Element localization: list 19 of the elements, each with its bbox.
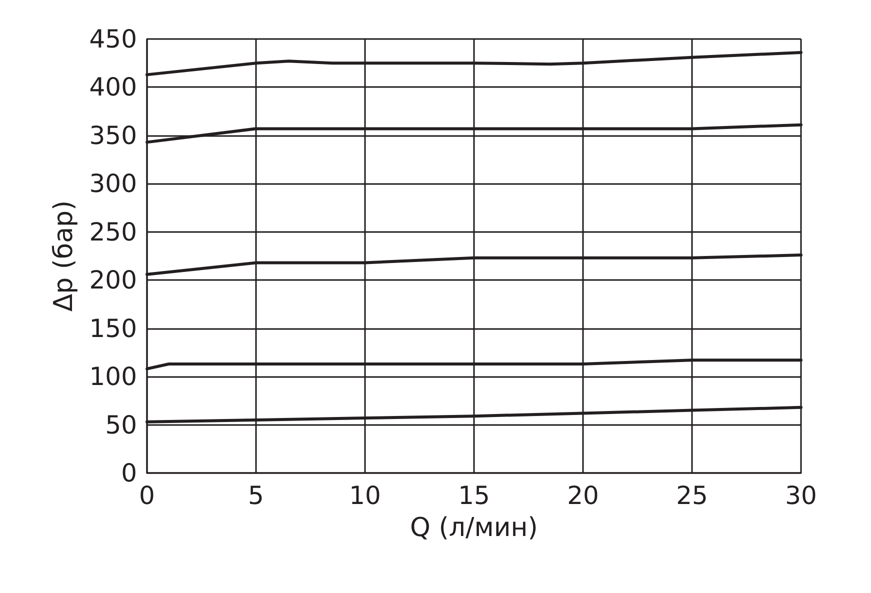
y-axis-title: Δp (бар)	[49, 200, 79, 312]
x-tick-label: 5	[248, 481, 264, 510]
y-tick-label: 0	[121, 458, 137, 488]
y-tick-label: 150	[89, 314, 137, 343]
y-tick-label: 100	[89, 362, 137, 392]
y-tick-label: 200	[89, 266, 137, 295]
y-tick-label: 400	[89, 72, 137, 102]
x-tick-label: 25	[676, 481, 708, 510]
y-tick-label: 350	[89, 120, 137, 150]
x-tick-label: 30	[785, 481, 817, 510]
x-tick-label: 0	[139, 481, 155, 510]
y-tick-label: 300	[89, 169, 137, 198]
x-tick-label: 20	[567, 481, 599, 510]
x-axis-title: Q (л/мин)	[410, 513, 538, 543]
x-tick-label: 15	[458, 481, 490, 510]
y-tick-label: 450	[89, 24, 137, 54]
x-tick-label: 10	[349, 481, 381, 510]
y-tick-label: 250	[89, 217, 137, 246]
y-tick-label: 50	[105, 410, 137, 440]
